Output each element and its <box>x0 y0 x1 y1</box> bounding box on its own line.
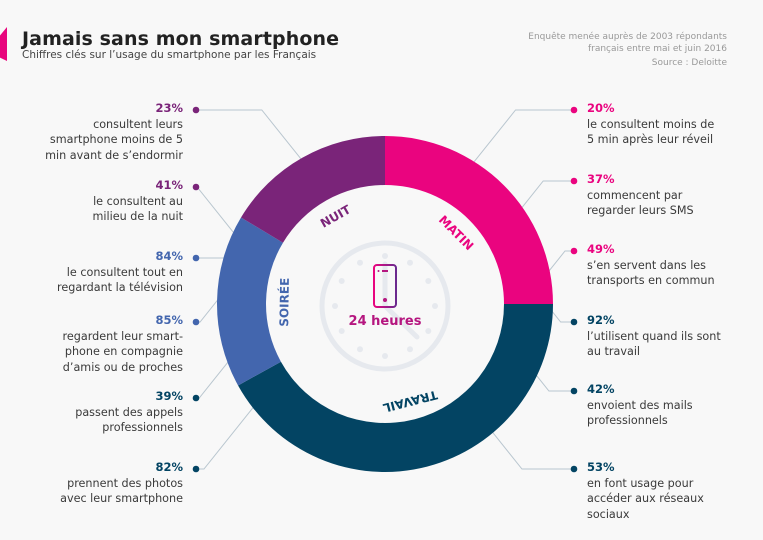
stat-description-line: avec leur smartphone <box>60 492 183 505</box>
stat-description-line: professionnels <box>587 414 668 427</box>
stat-item: 85% regardent leur smart-phone en compagn… <box>0 313 183 375</box>
stat-percentage: 92% <box>587 313 615 327</box>
stat-percentage: 23% <box>155 101 183 115</box>
stat-description-line: accéder aux réseaux <box>587 492 704 505</box>
stat-item: 39% passent des appels professionnels <box>0 389 183 436</box>
stat-percentage: 42% <box>587 382 615 396</box>
stat-description-line: le consultent moins de <box>587 117 715 131</box>
connector-line <box>491 430 574 470</box>
connector-dot <box>192 465 200 473</box>
stat-description-line: prennent des photos <box>67 476 183 490</box>
connector-line <box>196 109 303 161</box>
connector-dot <box>192 183 200 191</box>
segment-nuit <box>240 136 385 243</box>
ring-segments <box>216 136 553 472</box>
connector-dot <box>570 247 578 255</box>
connector-line <box>196 405 255 470</box>
stat-description-line: transports en commun <box>587 274 715 287</box>
stat-item: 92% l’utilisent quand ils sont au travail <box>587 313 762 360</box>
stat-description-line: consultent leurs <box>93 117 183 131</box>
stat-item: 23% consultent leurs smartphone moins de 5… <box>0 101 183 163</box>
stat-description-line: phone en compagnie <box>64 345 183 358</box>
stat-description-line: professionnels <box>102 421 183 434</box>
segment-label-soiree: SOIRÉE <box>276 278 292 327</box>
stat-description-line: milieu de la nuit <box>92 210 184 223</box>
segment-label-travail: TRAVAIL <box>381 388 439 416</box>
stat-description-line: s’en servent dans les <box>587 258 707 272</box>
stat-percentage: 82% <box>155 460 183 474</box>
stat-description-line: regarder leurs SMS <box>587 204 694 217</box>
stat-description-line: regardent leur smart- <box>62 329 183 343</box>
stat-description-line: envoient des mails <box>587 398 693 412</box>
stat-description-line: 5 min après leur réveil <box>587 133 714 146</box>
center-label: 24 heures <box>348 314 422 329</box>
stat-item: 20% le consultent moins de 5 min après leu… <box>587 101 762 148</box>
connector-dot <box>192 394 200 402</box>
segment-matin <box>385 136 553 304</box>
connector-line <box>196 186 235 235</box>
stat-description-line: l’utilisent quand ils sont <box>587 329 721 343</box>
stat-item: 42% envoient des mails professionnels <box>587 382 762 429</box>
stat-percentage: 85% <box>155 313 183 327</box>
stat-item: 49% s’en servent dans les transports en co… <box>587 242 762 289</box>
stat-percentage: 49% <box>587 242 615 256</box>
stat-percentage: 84% <box>155 249 183 263</box>
source-line-1: Enquête menée auprès de 2003 répondants <box>528 32 727 42</box>
connector-line <box>547 250 574 273</box>
stat-description-line: le consultent tout en <box>66 265 183 279</box>
stat-description-line: le consultent au <box>93 194 183 208</box>
connector-dot <box>570 318 578 326</box>
title-accent-bar <box>0 27 7 61</box>
connector-line <box>472 109 574 164</box>
stat-percentage: 37% <box>587 172 615 186</box>
connector-line <box>550 309 574 323</box>
connector-dot <box>192 106 200 114</box>
page-subtitle: Chiffres clés sur l’usage du smartphone … <box>22 49 317 61</box>
stat-item: 41% le consultent au milieu de la nuit <box>0 178 184 225</box>
source-line-2: français entre mai et juin 2016 <box>587 43 727 54</box>
stat-percentage: 20% <box>587 101 615 115</box>
stat-percentage: 53% <box>587 460 615 474</box>
connector-dot <box>192 318 200 326</box>
connector-line <box>196 360 230 399</box>
stat-description-line: regardant la télévision <box>57 281 183 294</box>
source-note: Enquête menée auprès de 2003 répondants … <box>528 32 727 70</box>
stat-description-line: passent des appels <box>75 405 183 419</box>
stat-description-line: commencent par <box>587 188 683 202</box>
stat-item: 82% prennent des photos avec leur smartpho… <box>0 460 183 507</box>
connector-lines <box>192 106 578 473</box>
connector-line <box>196 297 220 323</box>
connector-dot <box>570 387 578 395</box>
stat-item: 84% le consultent tout en regardant la tél… <box>0 249 183 296</box>
stat-percentage: 39% <box>155 389 183 403</box>
stat-description-line: sociaux <box>587 507 630 521</box>
connector-dot <box>570 177 578 185</box>
page-title: Jamais sans mon smartphone <box>22 28 340 50</box>
stat-description-line: en font usage pour <box>587 476 694 490</box>
connector-line <box>535 373 574 392</box>
stat-percentage: 41% <box>155 178 183 192</box>
segment-soiree <box>216 217 283 386</box>
connector-dot <box>192 254 200 262</box>
stat-description-line: d’amis ou de proches <box>62 360 183 374</box>
stat-description-line: min avant de s’endormir <box>45 148 183 162</box>
connector-line <box>520 180 574 210</box>
smartphone-icon <box>373 264 397 308</box>
segment-travail <box>238 304 553 472</box>
stat-item: 53% en font usage pour accéder aux réseaux… <box>587 460 762 522</box>
segment-label-nuit: NUIT <box>318 202 354 231</box>
stat-item: 37% commencent par regarder leurs SMS <box>587 172 762 219</box>
connector-dot <box>570 465 578 473</box>
connector-dot <box>570 106 578 114</box>
source-line-3: Source : Deloitte <box>651 58 727 68</box>
stat-description-line: au travail <box>587 345 641 358</box>
stat-description-line: smartphone moins de 5 <box>49 133 183 146</box>
